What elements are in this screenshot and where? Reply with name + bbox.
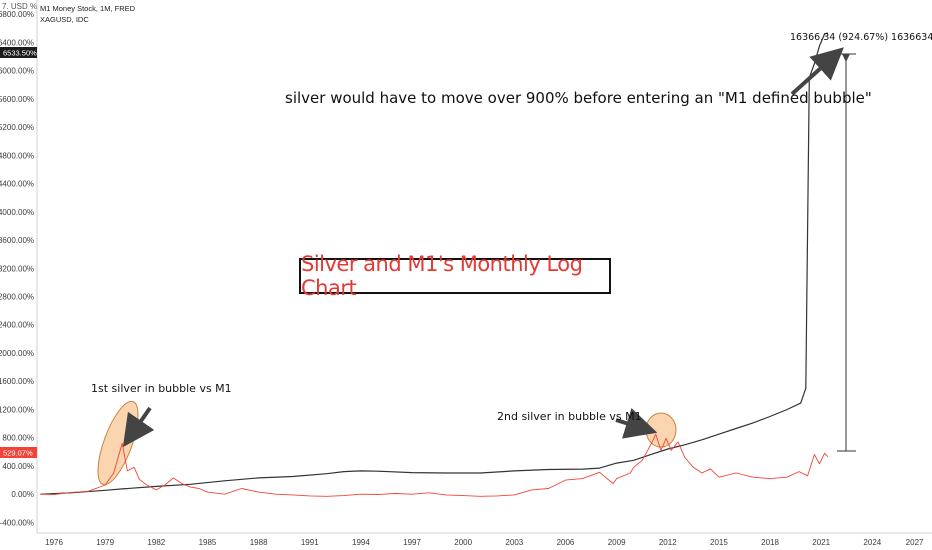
y-tick-label: 4000.00% [0,208,34,217]
silver-value-badge: 529.07% [3,449,33,458]
y-tick-label: 2400.00% [0,321,34,330]
x-tick-label: 2006 [557,538,575,547]
x-tick-label: 1982 [147,538,165,547]
chart-toolbar[interactable]: 7. USD % [2,2,37,11]
x-tick-label: 1994 [352,538,370,547]
series-group [40,32,829,497]
x-tick-label: 2012 [659,538,677,547]
silver-price-line [40,433,829,497]
y-tick-label: 6000.00% [0,67,34,76]
currency-label[interactable]: USD [10,2,28,11]
x-tick-label: 1979 [96,538,114,547]
x-tick-label: 1997 [403,538,421,547]
y-tick-label: 0.00% [11,490,34,499]
y-tick-label: 1600.00% [0,377,34,386]
m1-money-stock-line [40,32,829,495]
legend-m1: M1 Money Stock, 1M, FRED [40,4,136,13]
x-tick-label: 2021 [812,538,830,547]
x-tick-label: 2003 [505,538,523,547]
menu-icon[interactable]: 7. [2,2,9,11]
percent-label[interactable]: % [30,2,38,11]
measure-label: 16366.34 (924.67%) 1636634 [790,32,932,43]
y-tick-label: 5600.00% [0,95,34,104]
x-tick-label: 1988 [250,538,268,547]
y-tick-label: 5200.00% [0,123,34,132]
chart-title-box: Silver and M1's Monthly Log Chart [299,252,611,300]
x-tick-label: 2018 [761,538,779,547]
m1-value-badge: 6533.50% [3,49,37,58]
x-tick-label: 2009 [608,538,626,547]
chart-title: Silver and M1's Monthly Log Chart [301,252,583,300]
y-tick-label: 4400.00% [0,180,34,189]
x-tick-label: 2024 [863,538,881,547]
y-axis-ticks: 6800.00% 6400.00% 6000.00% 5600.00% 5200.00%… [0,10,34,527]
y-tick-label: 3600.00% [0,236,34,245]
m1-value-badge-bg [0,47,37,58]
bubble-highlight-2 [645,412,677,448]
y-tick-label: 2000.00% [0,349,34,358]
y-tick-label: 1200.00% [0,405,34,414]
x-tick-label: 2027 [906,538,924,547]
y-tick-label: -400.00% [0,518,34,527]
annotation-headline: silver would have to move over 900% befo… [285,89,872,107]
arrow-bubble-1 [122,406,155,448]
y-tick-label: 400.00% [2,462,34,471]
arrow-bubble-2 [615,408,658,439]
y-tick-label: 6800.00% [0,10,34,19]
annotation-bubble-2: 2nd silver in bubble vs M1 [497,410,642,423]
y-tick-label: 4800.00% [0,151,34,160]
x-tick-label: 2015 [710,538,728,547]
x-tick-label: 1985 [199,538,217,547]
y-tick-label: 6400.00% [0,38,34,47]
y-tick-label: 2800.00% [0,293,34,302]
x-tick-label: 1991 [301,538,319,547]
y-tick-label: 3200.00% [0,264,34,273]
legend-silver: XAGUSD, IDC [40,15,89,24]
annotation-bubble-1: 1st silver in bubble vs M1 [91,382,232,395]
silver-value-badge-bg [0,447,37,458]
arrow-headline [790,47,844,96]
x-axis-ticks: 1976 1979 1982 1985 1988 1991 1994 1997 2000 2003… [45,538,924,547]
y-tick-label: 800.00% [2,434,34,443]
x-tick-label: 2000 [454,538,472,547]
x-tick-label: 1976 [45,538,63,547]
